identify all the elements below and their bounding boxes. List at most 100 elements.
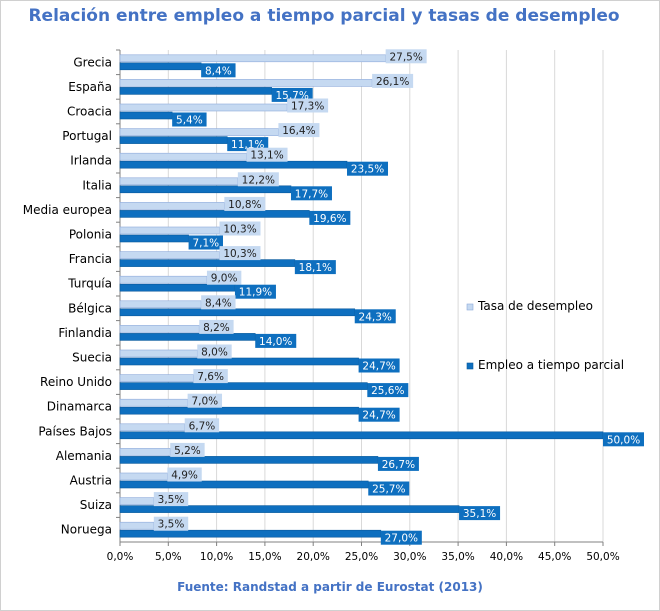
data-label-part-time: 5,4%: [176, 115, 203, 127]
data-label-unemployment: 8,0%: [201, 347, 228, 359]
data-label-part-time: 27,0%: [385, 533, 418, 545]
x-tick-label: 0,0%: [107, 551, 134, 563]
data-label-box-unemployment: [193, 369, 228, 384]
bar-part-time: [119, 234, 189, 243]
data-label-box-unemployment: [219, 221, 261, 236]
x-tick-label: 40,0%: [490, 551, 523, 563]
data-label-box-part-time: [377, 456, 419, 471]
bar-unemployment: [119, 103, 288, 112]
bar-unemployment: [119, 448, 171, 456]
chart-source: Fuente: Randstad a partir de Eurostat (2…: [177, 580, 483, 594]
data-label-unemployment: 13,1%: [250, 150, 283, 162]
data-label-part-time: 24,7%: [362, 410, 395, 422]
data-label-box-part-time: [255, 333, 297, 348]
data-label-box-part-time: [290, 186, 332, 201]
category-label: Países Bajos: [38, 424, 112, 438]
data-label-box-unemployment: [246, 147, 288, 162]
data-label-part-time: 50,0%: [607, 434, 640, 446]
category-label: Bélgica: [68, 301, 112, 315]
data-label-box-unemployment: [170, 442, 205, 457]
data-label-box-unemployment: [199, 319, 234, 334]
data-label-part-time: 23,5%: [351, 164, 384, 176]
data-label-box-part-time: [309, 210, 351, 225]
data-label-box-unemployment: [372, 73, 414, 88]
data-label-unemployment: 6,7%: [189, 420, 216, 432]
x-tick-label: 5,0%: [155, 551, 182, 563]
data-label-box-part-time: [201, 63, 236, 78]
data-label-unemployment: 7,6%: [197, 371, 224, 383]
bar-part-time: [119, 210, 310, 218]
x-tick-label: 45,0%: [538, 551, 571, 563]
category-label: Francia: [69, 252, 112, 266]
bar-part-time: [119, 357, 359, 366]
data-label-part-time: 24,3%: [359, 311, 392, 323]
category-label: Media europea: [23, 203, 112, 217]
chart-title: Relación entre empleo a tiempo parcial y…: [28, 6, 619, 26]
category-label: Noruega: [61, 523, 112, 537]
data-label-part-time: 35,1%: [463, 508, 496, 520]
bar-unemployment: [119, 226, 220, 235]
data-label-box-unemployment: [153, 492, 189, 507]
data-label-box-part-time: [188, 235, 223, 250]
category-label: Polonia: [69, 228, 112, 242]
data-label-part-time: 24,7%: [362, 361, 395, 373]
category-label: Portugal: [62, 129, 112, 143]
bar-part-time: [119, 259, 296, 267]
bar-part-time: [119, 111, 173, 120]
data-label-box-part-time: [380, 530, 422, 545]
bar-unemployment: [119, 251, 220, 259]
bar-unemployment: [119, 79, 373, 87]
data-label-box-unemployment: [167, 467, 202, 482]
data-label-unemployment: 4,9%: [171, 470, 198, 482]
category-label: Austria: [70, 474, 112, 488]
category-label: Finlandia: [58, 326, 112, 340]
data-label-box-part-time: [172, 112, 207, 127]
bar-unemployment: [119, 521, 155, 530]
data-label-unemployment: 8,4%: [205, 297, 232, 309]
category-label: Suecia: [72, 351, 112, 365]
data-label-unemployment: 3,5%: [158, 494, 185, 506]
x-tick-label: 15,0%: [248, 551, 281, 563]
data-label-box-part-time: [354, 309, 396, 324]
bar-unemployment: [119, 202, 225, 210]
data-label-box-unemployment: [184, 418, 220, 433]
data-label-part-time: 14,0%: [259, 336, 292, 348]
data-label-box-unemployment: [237, 172, 279, 187]
data-label-unemployment: 16,4%: [282, 125, 315, 137]
data-label-box-unemployment: [153, 516, 189, 531]
bar-unemployment: [119, 497, 155, 505]
bar-unemployment: [119, 398, 188, 407]
x-tick-label: 35,0%: [441, 551, 474, 563]
bar-part-time: [119, 529, 382, 538]
data-label-box-unemployment: [224, 196, 266, 211]
x-tick-label: 10,0%: [200, 551, 233, 563]
data-label-box-part-time: [368, 481, 410, 496]
bar-part-time: [119, 456, 379, 464]
data-label-part-time: 25,7%: [372, 484, 405, 496]
category-label: Suiza: [80, 498, 112, 512]
data-label-part-time: 25,6%: [371, 385, 404, 397]
data-label-unemployment: 10,8%: [228, 199, 261, 211]
data-label-box-unemployment: [187, 393, 223, 408]
category-label: Reino Unido: [40, 375, 112, 389]
bar-part-time: [119, 160, 348, 169]
bar-part-time: [119, 505, 460, 513]
bar-unemployment: [119, 177, 239, 186]
data-label-unemployment: 27,5%: [389, 51, 422, 63]
legend-swatch-part-time: [466, 362, 474, 370]
data-label-unemployment: 7,0%: [191, 396, 218, 408]
data-label-box-unemployment: [287, 98, 329, 113]
data-label-unemployment: 5,2%: [174, 445, 201, 457]
data-label-unemployment: 3,5%: [158, 519, 185, 531]
data-label-box-part-time: [234, 284, 276, 299]
x-tick-label: 20,0%: [297, 551, 330, 563]
data-label-part-time: 19,6%: [313, 213, 346, 225]
bar-unemployment: [119, 349, 198, 358]
data-label-unemployment: 10,3%: [223, 224, 256, 236]
bar-unemployment: [119, 128, 279, 136]
data-label-part-time: 18,1%: [299, 262, 332, 274]
category-label: Turquía: [67, 277, 112, 291]
data-label-unemployment: 9,0%: [211, 273, 238, 285]
x-tick-label: 30,0%: [393, 551, 426, 563]
